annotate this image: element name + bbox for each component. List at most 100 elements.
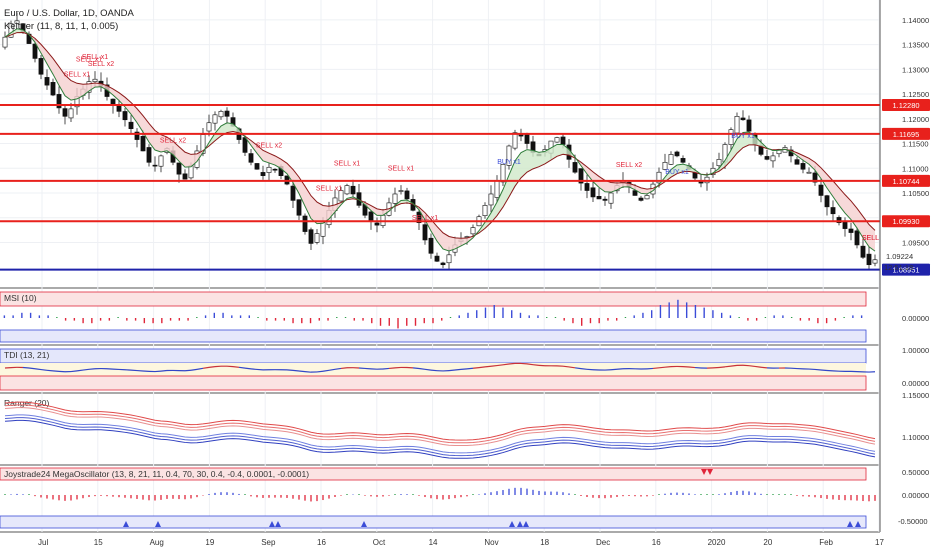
candle-body[interactable] (489, 194, 493, 205)
candle-body[interactable] (561, 137, 565, 145)
candle-body[interactable] (207, 123, 211, 131)
candle-body[interactable] (819, 185, 823, 195)
candle-body[interactable] (429, 238, 433, 253)
tdi-line-segment (581, 369, 587, 370)
candle-body[interactable] (273, 169, 277, 170)
candle-body[interactable] (291, 186, 295, 200)
candle-body[interactable] (129, 122, 133, 129)
candle-body[interactable] (639, 198, 643, 200)
mega-oscillator-pane[interactable]: Joystrade24 MegaOscillator (13, 8, 21, 1… (0, 468, 875, 528)
sell-signal-label: SELL x1 (412, 215, 438, 222)
candle-body[interactable] (825, 196, 829, 207)
candle-body[interactable] (597, 196, 601, 199)
tdi-pane[interactable]: TDI (13, 21) (0, 349, 875, 390)
candle-body[interactable] (3, 37, 7, 47)
candle-body[interactable] (375, 223, 379, 225)
candle-body[interactable] (423, 225, 427, 240)
candle-body[interactable] (177, 163, 181, 174)
price-axis[interactable]: 1.140001.135001.130001.125001.120001.115… (880, 0, 932, 550)
candle-body[interactable] (447, 255, 451, 263)
candle-body[interactable] (681, 158, 685, 162)
candle-body[interactable] (555, 138, 559, 143)
candle-body[interactable] (441, 263, 445, 265)
candle-body[interactable] (633, 191, 637, 196)
ranger-pane[interactable]: Ranger (20) (4, 398, 875, 458)
candle-body[interactable] (147, 147, 151, 162)
tdi-upper-zone (0, 349, 866, 363)
candle-body[interactable] (747, 120, 751, 131)
candle-body[interactable] (525, 135, 529, 144)
candle-body[interactable] (585, 183, 589, 190)
candle-body[interactable] (345, 186, 349, 194)
candle-body[interactable] (297, 200, 301, 216)
candle-body[interactable] (159, 156, 163, 166)
tdi-line-segment (29, 368, 35, 369)
candle-body[interactable] (717, 159, 721, 165)
candle-body[interactable] (393, 194, 397, 203)
time-tick-label: 18 (540, 538, 549, 547)
mega-tick-mid: 0.00000 (902, 491, 929, 500)
candle-body[interactable] (675, 152, 679, 156)
candle-body[interactable] (855, 231, 859, 245)
candle-body[interactable] (435, 256, 439, 261)
candle-body[interactable] (225, 111, 229, 116)
time-tick-label: 16 (652, 538, 661, 547)
candle-body[interactable] (603, 199, 607, 200)
candle-body[interactable] (39, 58, 43, 74)
candle-body[interactable] (801, 163, 805, 169)
candle-body[interactable] (795, 160, 799, 165)
candle-body[interactable] (93, 79, 97, 81)
candle-body[interactable] (765, 156, 769, 159)
candle-body[interactable] (141, 136, 145, 151)
candle-body[interactable] (303, 216, 307, 232)
candle-body[interactable] (861, 246, 865, 257)
tdi-line-segment (533, 365, 539, 366)
candle-body[interactable] (495, 181, 499, 198)
candle-body[interactable] (321, 223, 325, 237)
candle-body[interactable] (867, 254, 871, 265)
candle-body[interactable] (399, 191, 403, 192)
candle-body[interactable] (189, 166, 193, 178)
candle-body[interactable] (123, 111, 127, 119)
candle-body[interactable] (405, 191, 409, 199)
candle-body[interactable] (219, 111, 223, 116)
candle-body[interactable] (609, 193, 613, 203)
candle-body[interactable] (153, 165, 157, 166)
candle-body[interactable] (249, 154, 253, 163)
tdi-line-segment (233, 367, 239, 368)
candle-body[interactable] (183, 174, 187, 179)
candle-body[interactable] (591, 188, 595, 197)
candle-body[interactable] (849, 229, 853, 233)
candle-body[interactable] (471, 228, 475, 234)
candle-body[interactable] (873, 260, 877, 263)
ranger-band-line (5, 408, 875, 446)
candle-body[interactable] (63, 109, 67, 117)
candle-body[interactable] (351, 186, 355, 194)
candle-body[interactable] (255, 163, 259, 169)
candle-body[interactable] (669, 154, 673, 164)
candle-body[interactable] (741, 118, 745, 120)
candle-body[interactable] (573, 162, 577, 172)
candle-body[interactable] (771, 156, 775, 161)
candle-body[interactable] (483, 205, 487, 215)
candle-body[interactable] (807, 172, 811, 173)
candle-body[interactable] (213, 115, 217, 123)
tdi-line-segment (467, 368, 473, 369)
candle-body[interactable] (33, 44, 37, 58)
candle-body[interactable] (735, 116, 739, 133)
candle-body[interactable] (831, 207, 835, 213)
candle-body[interactable] (645, 195, 649, 198)
tdi-line-segment (461, 369, 467, 370)
candle-body[interactable] (261, 172, 265, 175)
candle-body[interactable] (309, 230, 313, 244)
candle-body[interactable] (315, 234, 319, 243)
candle-body[interactable] (513, 133, 517, 148)
candle-body[interactable] (501, 164, 505, 182)
candle-body[interactable] (45, 77, 49, 85)
candle-body[interactable] (69, 109, 73, 118)
candle-body[interactable] (51, 82, 55, 95)
candle-body[interactable] (267, 167, 271, 172)
